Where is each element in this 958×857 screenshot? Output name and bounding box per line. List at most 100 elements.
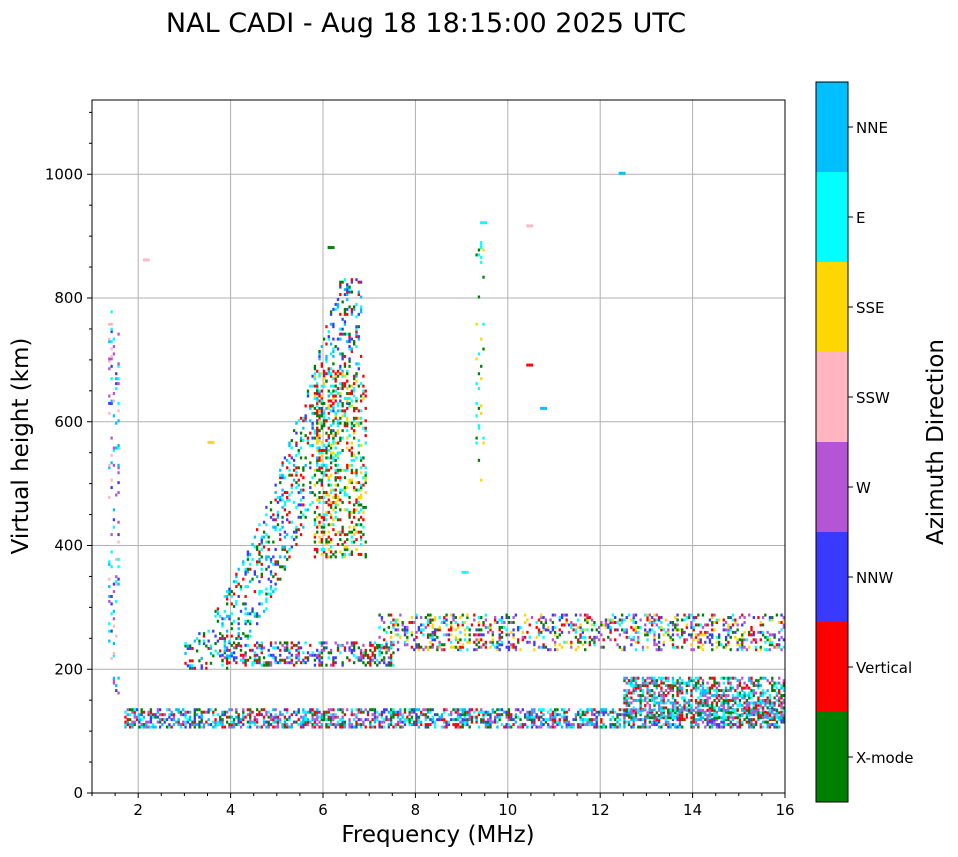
echo-point <box>731 698 735 702</box>
echo-point <box>295 505 298 509</box>
echo-point <box>260 543 263 546</box>
echo-point <box>558 718 561 722</box>
echo-point <box>253 535 257 539</box>
echo-point <box>353 653 356 657</box>
echo-point <box>660 725 663 729</box>
echo-point <box>780 716 783 720</box>
echo-point <box>108 337 111 341</box>
echo-point <box>657 706 661 710</box>
echo-point <box>734 698 737 702</box>
echo-point <box>334 488 337 492</box>
echo-point <box>309 431 312 435</box>
echo-point <box>461 718 464 722</box>
echo-point <box>299 456 303 460</box>
echo-point <box>699 691 702 695</box>
echo-point <box>738 713 742 717</box>
echo-point <box>632 620 635 624</box>
echo-point <box>311 718 314 722</box>
echo-point <box>140 725 143 729</box>
echo-point <box>706 630 709 634</box>
echo-point <box>221 718 224 722</box>
echo-point <box>336 421 340 425</box>
echo-point <box>436 648 439 652</box>
echo-point <box>260 648 263 652</box>
echo-point <box>242 723 245 727</box>
echo-point <box>117 582 120 586</box>
echo-point <box>232 658 236 662</box>
echo-point <box>540 630 543 634</box>
echo-point <box>660 676 663 680</box>
echo-point <box>323 496 326 499</box>
echo-point <box>348 648 351 652</box>
echo-point <box>336 431 340 435</box>
echo-point <box>775 694 779 697</box>
echo-point <box>669 689 672 693</box>
echo-point <box>133 715 136 719</box>
echo-point <box>477 387 481 391</box>
echo-point <box>304 656 307 660</box>
echo-point <box>625 720 628 724</box>
echo-point <box>359 718 363 722</box>
echo-point <box>722 694 725 697</box>
echo-point <box>743 691 746 695</box>
echo-point <box>142 710 146 714</box>
echo-point <box>320 651 323 655</box>
echo-point <box>750 711 753 715</box>
echo-point <box>657 676 661 680</box>
echo-point <box>327 656 330 660</box>
echo-point <box>757 703 760 707</box>
echo-point <box>297 528 300 532</box>
echo-point <box>371 713 374 717</box>
echo-point <box>503 725 506 729</box>
echo-point <box>265 713 268 717</box>
echo-point <box>260 602 263 606</box>
echo-point <box>436 628 439 632</box>
echo-point <box>343 354 347 358</box>
echo-point <box>768 708 772 712</box>
echo-point <box>339 392 342 396</box>
echo-point <box>290 473 293 477</box>
echo-point <box>754 691 758 695</box>
echo-point <box>336 530 340 534</box>
echo-point <box>329 384 333 388</box>
echo-point <box>302 513 305 517</box>
echo-point <box>246 643 250 647</box>
echo-point <box>355 362 358 366</box>
echo-point <box>498 715 501 719</box>
echo-point <box>496 713 499 717</box>
echo-point <box>630 676 633 680</box>
echo-point <box>281 547 284 551</box>
echo-point <box>697 723 700 727</box>
echo-point <box>630 701 633 705</box>
echo-point <box>348 725 351 729</box>
echo-point <box>214 642 217 645</box>
echo-point <box>286 646 289 650</box>
echo-point <box>648 691 652 695</box>
echo-point <box>286 718 289 722</box>
echo-point <box>366 713 370 717</box>
echo-point <box>593 638 596 642</box>
echo-point <box>581 718 585 722</box>
echo-point <box>514 713 518 717</box>
echo-point <box>318 456 321 460</box>
echo-point <box>299 473 303 477</box>
echo-point <box>657 616 661 620</box>
echo-point <box>761 701 765 705</box>
echo-point <box>200 725 203 729</box>
echo-point <box>526 713 529 717</box>
echo-point <box>219 718 222 722</box>
echo-point <box>743 645 746 649</box>
echo-point <box>738 703 742 707</box>
echo-point <box>225 656 229 660</box>
echo-point <box>743 620 746 624</box>
echo-point <box>715 618 719 622</box>
echo-point <box>244 643 247 647</box>
echo-point <box>683 638 686 642</box>
echo-point <box>473 648 476 652</box>
y-tick-label: 600 <box>54 413 83 431</box>
echo-point <box>639 711 642 715</box>
echo-point <box>357 444 360 447</box>
echo-point <box>537 630 541 634</box>
echo-point <box>320 451 323 455</box>
echo-point <box>189 659 192 663</box>
